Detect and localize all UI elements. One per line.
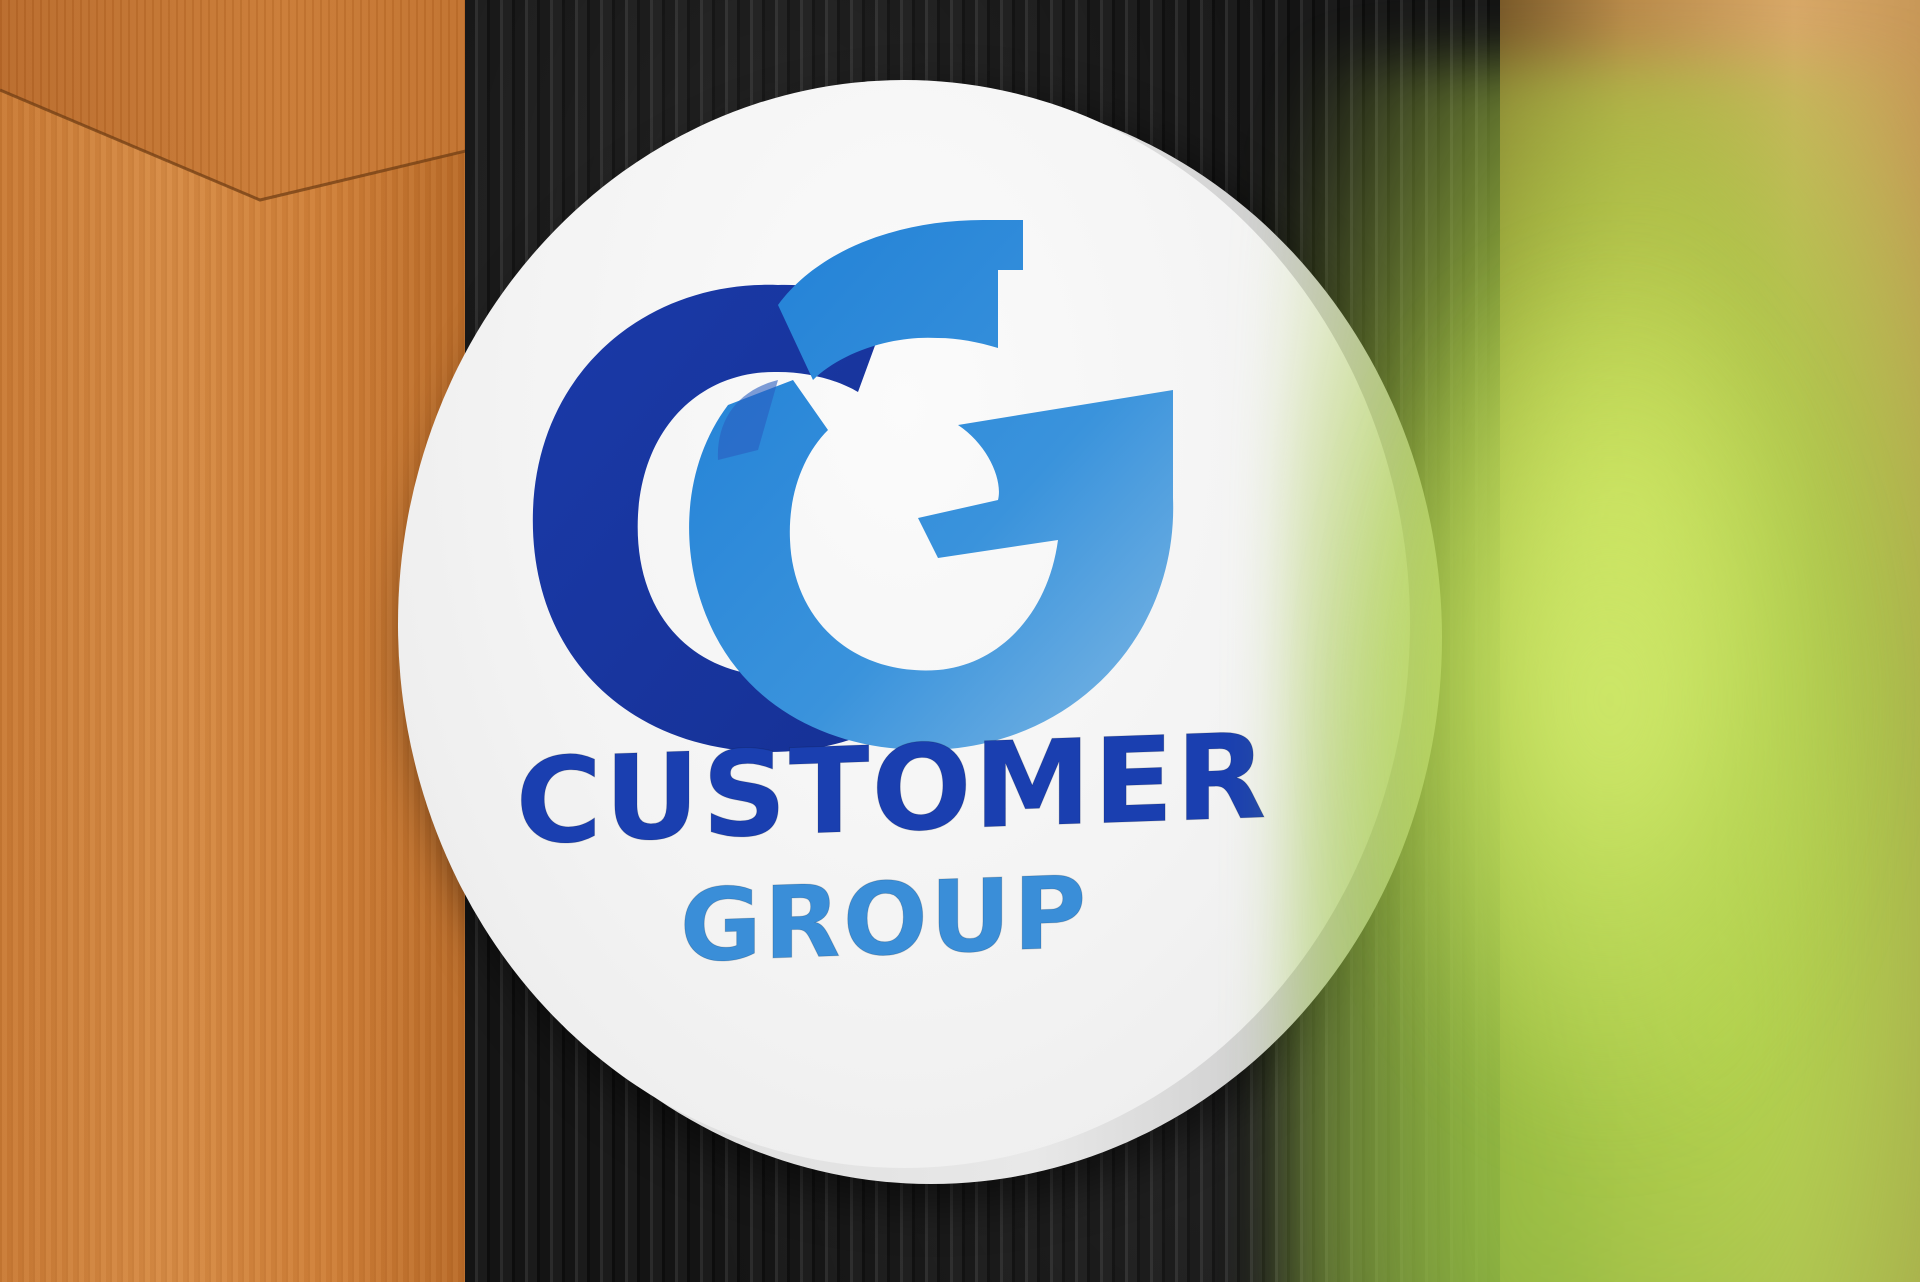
- blurred-plant-highlight: [1350, 250, 1870, 1150]
- wood-seam: [0, 88, 470, 202]
- round-sign: CUSTOMER GROUP: [398, 80, 1410, 1168]
- wood-panel: [0, 0, 470, 1282]
- cg-monogram-logo: [532, 220, 1174, 752]
- letter-c-shape: [532, 284, 888, 752]
- brand-name-line1: CUSTOMER: [515, 706, 1269, 872]
- letter-g-shape: [689, 220, 1174, 750]
